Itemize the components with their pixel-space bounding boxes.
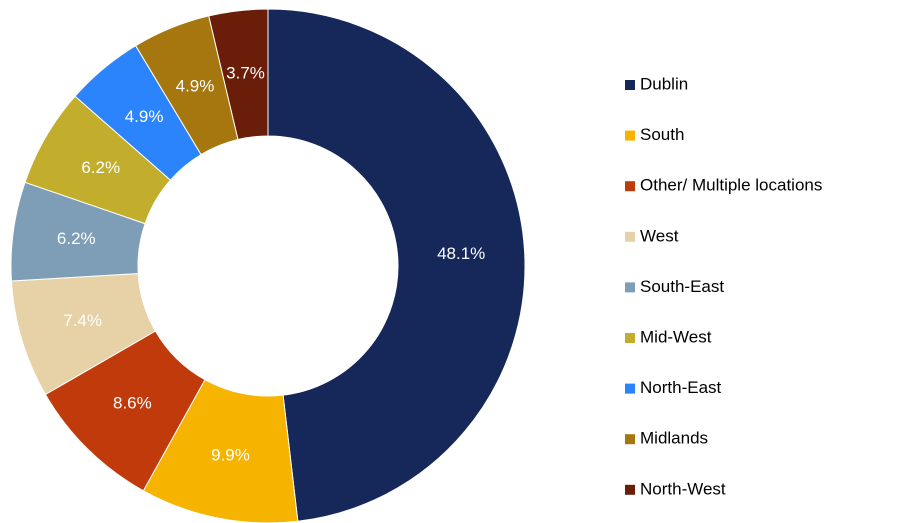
legend-swatch — [625, 434, 635, 445]
legend-swatch — [625, 484, 635, 495]
legend-swatch — [625, 231, 635, 242]
slice-label: 4.9% — [176, 76, 215, 95]
legend-swatch — [625, 181, 635, 192]
legend-label: Dublin — [640, 74, 688, 93]
legend-swatch — [625, 282, 635, 293]
legend-label: West — [640, 226, 679, 245]
legend-label: North-East — [640, 378, 722, 397]
legend-label: Mid-West — [640, 327, 712, 346]
legend-swatch — [625, 333, 635, 343]
slice — [208, 8, 269, 141]
legend-swatch — [625, 130, 635, 141]
slice-label: 7.4% — [63, 311, 102, 330]
slice-label: 8.6% — [113, 393, 152, 412]
slice-label: 3.7% — [226, 63, 265, 82]
slice-label: 6.2% — [81, 158, 120, 177]
legend-label: North-West — [640, 479, 726, 498]
legend-swatch — [625, 80, 635, 90]
legend-swatch — [625, 383, 635, 394]
legend-label: Other/ Multiple locations — [640, 176, 822, 195]
legend-label: Midlands — [640, 429, 708, 448]
legend-label: South-East — [640, 277, 724, 296]
slice-label: 48.1% — [437, 244, 485, 263]
slice-label: 4.9% — [125, 107, 164, 126]
slice — [267, 8, 526, 522]
legend-label: South — [640, 125, 684, 144]
slice-label: 6.2% — [57, 229, 96, 248]
slice-label: 9.9% — [211, 445, 250, 464]
